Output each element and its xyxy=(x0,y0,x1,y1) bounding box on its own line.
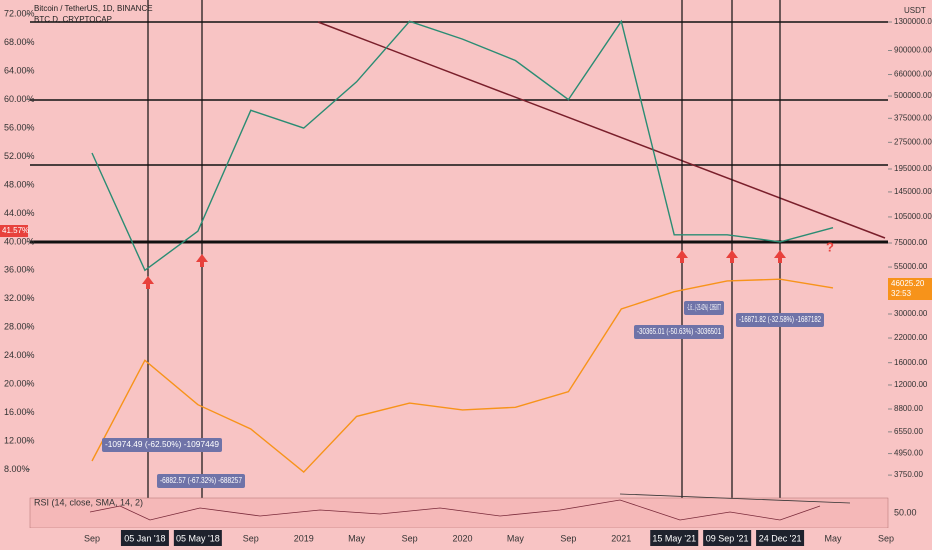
measure-label: -6882.57 (-67.32%) -688257 xyxy=(160,476,242,485)
y2-tick-label: 3750.00 xyxy=(894,470,923,479)
y2-tick-label: 1300000.00 xyxy=(894,17,932,26)
y2-tick-label: 900000.00 xyxy=(894,46,932,55)
y-tick-label: 24.00% xyxy=(4,350,35,360)
price-label: 46025.20 xyxy=(891,279,925,288)
y-tick-label: 12.00% xyxy=(4,435,35,445)
current-left-label: 41.57% xyxy=(2,226,29,235)
date-highlight xyxy=(756,530,805,546)
rsi-trend xyxy=(619,493,851,504)
trend-line xyxy=(317,21,886,239)
date-highlight xyxy=(650,530,699,546)
y2-tick-label: 12000.00 xyxy=(894,380,928,389)
y2-tick-label: 16000.00 xyxy=(894,358,928,367)
x-tick-label: 05 Jan '18 xyxy=(124,533,165,543)
y-tick-label: 28.00% xyxy=(4,322,35,332)
y2-tick-label: 660000.00 xyxy=(894,70,932,79)
countdown-label: 32:53 xyxy=(891,289,912,298)
y-tick-label: 48.00% xyxy=(4,179,35,189)
measure-box xyxy=(736,313,824,327)
y-tick-label: 36.00% xyxy=(4,265,35,275)
measure-box xyxy=(102,438,222,452)
legend-entry: BTC.D, CRYPTOCAP xyxy=(34,15,112,24)
y2-tick-label: 6550.00 xyxy=(894,427,923,436)
x-tick-label: Sep xyxy=(878,533,894,543)
y2-tick-label: 8800.00 xyxy=(894,404,923,413)
rsi-tick: 50.00 xyxy=(894,507,917,517)
series-line xyxy=(91,19,834,272)
arrows xyxy=(142,250,786,289)
y-tick-label: 56.00% xyxy=(4,122,35,132)
x-tick-label: 09 Sep '21 xyxy=(706,533,749,543)
x-tick-label: May xyxy=(348,533,366,543)
y-tick-label: 20.00% xyxy=(4,379,35,389)
y-tick-label: 16.00% xyxy=(4,407,35,417)
measure-box xyxy=(157,474,245,488)
y2-unit: USDT xyxy=(904,6,926,15)
y2-tick-label: 105000.00 xyxy=(894,212,932,221)
date-highlight xyxy=(173,530,222,546)
x-axis-strip xyxy=(0,528,932,550)
y-tick-label: 68.00% xyxy=(4,37,35,47)
legend-entry: Bitcoin / TetherUS, 1D, BINANCE xyxy=(34,4,153,13)
measure-label: -10974.49 (-62.50%) -1097449 xyxy=(105,440,220,449)
rsi-pane xyxy=(29,497,889,529)
x-tick-label: 2021 xyxy=(611,533,631,543)
y2-tick-label: 4950.00 xyxy=(894,449,923,458)
measure-box xyxy=(684,301,724,315)
y-tick-label: 8.00% xyxy=(4,464,30,474)
y-tick-label: 40.00% xyxy=(4,236,35,246)
x-tick-label: 05 May '18 xyxy=(176,533,220,543)
x-tick-label: Sep xyxy=(402,533,418,543)
y-tick-label: 72.00% xyxy=(4,9,35,19)
y-tick-label: 64.00% xyxy=(4,66,35,76)
y2-tick-label: 195000.00 xyxy=(894,164,932,173)
x-tick-label: 2020 xyxy=(452,533,472,543)
y-tick-label: 44.00% xyxy=(4,208,35,218)
x-tick-label: Sep xyxy=(560,533,576,543)
y2-tick-label: 500000.00 xyxy=(894,91,932,100)
rsi-label: RSI (14, close, SMA, 14, 2) xyxy=(34,497,143,507)
x-tick-label: Sep xyxy=(84,533,100,543)
date-highlight xyxy=(703,530,752,546)
rsi-line xyxy=(89,499,821,521)
measure-label: -30365.01 (-50.63%) -3036501 xyxy=(637,327,721,336)
y-tick-label: 32.00% xyxy=(4,293,35,303)
y-tick-label: 60.00% xyxy=(4,94,35,104)
y2-tick-label: 375000.00 xyxy=(894,113,932,122)
measure-label: -16871.82 (-32.58%) -1687182 xyxy=(739,315,821,324)
date-highlight xyxy=(120,530,169,546)
y2-tick-label: 22000.00 xyxy=(894,333,928,342)
question-mark: ? xyxy=(826,239,834,254)
x-tick-label: 15 May '21 xyxy=(652,533,696,543)
measure-box xyxy=(634,325,724,339)
measure-label: -1.6... (-25.42%) -1365877 xyxy=(687,303,721,312)
x-tick-label: 24 Dec '21 xyxy=(759,533,802,543)
series-line xyxy=(91,278,834,474)
y-tick-label: 52.00% xyxy=(4,151,35,161)
y2-tick-label: 30000.00 xyxy=(894,309,928,318)
x-tick-label: 2019 xyxy=(294,533,314,543)
y2-tick-label: 145000.00 xyxy=(894,187,932,196)
current-left-box xyxy=(0,225,28,237)
y2-tick-label: 275000.00 xyxy=(894,137,932,146)
x-tick-label: May xyxy=(507,533,525,543)
price-box xyxy=(888,278,932,300)
y2-tick-label: 55000.00 xyxy=(894,262,928,271)
x-tick-label: Sep xyxy=(243,533,259,543)
x-tick-label: May xyxy=(825,533,843,543)
y2-tick-label: 75000.00 xyxy=(894,238,928,247)
